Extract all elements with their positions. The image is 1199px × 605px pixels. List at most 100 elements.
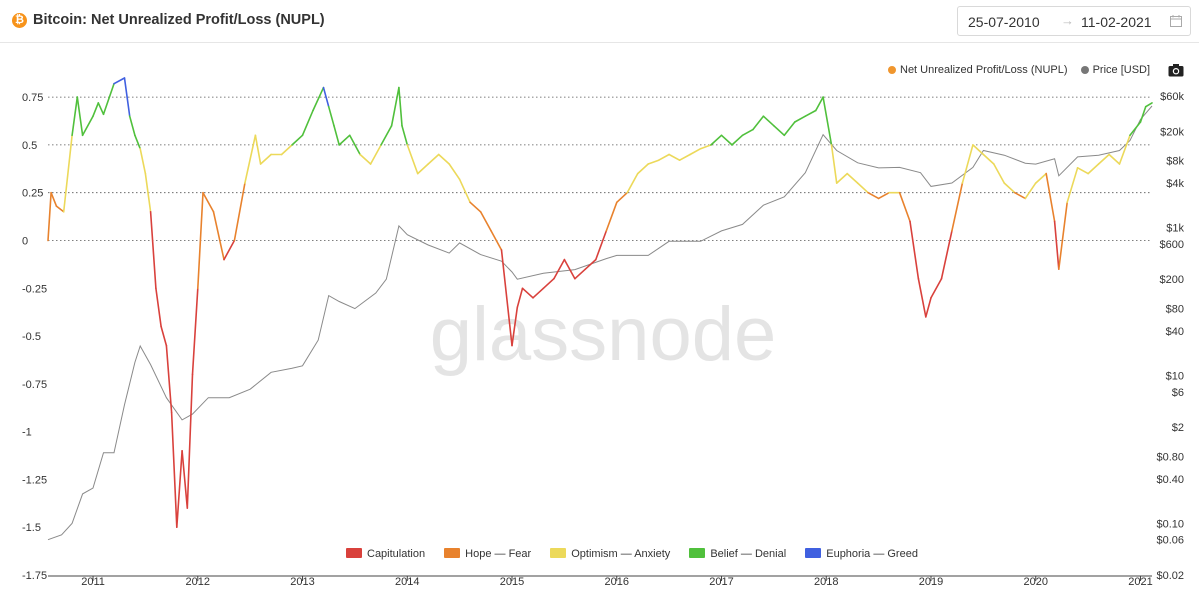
date-range-picker[interactable]: 25-07-2010 → 11-02-2021	[957, 6, 1191, 36]
nupl-segment	[259, 153, 272, 165]
nupl-segment	[1129, 121, 1142, 137]
nupl-segment	[448, 163, 461, 181]
nupl-segment	[605, 201, 618, 232]
right-tick-label: $1k	[1166, 222, 1184, 234]
nupl-segment	[594, 230, 608, 261]
left-y-axis: 0.75 0.5 0.25 0 -0.25 -0.5 -0.75 -1 -1.25 -1.5 -1.…	[22, 92, 47, 582]
nupl-segment	[128, 115, 136, 137]
legend-optimism-anxiety: Optimism — Anxiety	[550, 548, 670, 560]
legend-label-hope-fear: Hope — Fear	[465, 548, 532, 560]
x-axis: 2011 2012 2013 2014 2015 2016 2017 2018 2019 2020…	[48, 575, 1153, 588]
nupl-segment	[636, 163, 650, 175]
calendar-icon[interactable]	[1170, 15, 1182, 27]
end-date-input[interactable]: 11-02-2021	[1081, 14, 1152, 30]
nupl-segment	[490, 230, 503, 251]
nupl-segment	[1053, 220, 1060, 271]
nupl-segment	[1087, 163, 1100, 175]
nupl-segment	[511, 306, 519, 347]
nupl-segment	[678, 153, 691, 161]
nupl-segment	[406, 144, 419, 175]
nupl-segment	[92, 102, 100, 117]
legend-hope-fear: Hope — Fear	[444, 548, 531, 560]
nupl-segment	[992, 163, 1006, 184]
x-tick-label: 2018	[814, 576, 838, 588]
legend-item-nupl[interactable]: Net Unrealized Profit/Loss (NUPL)	[888, 64, 1068, 76]
nupl-segment	[113, 77, 126, 85]
right-tick-label: $0.40	[1156, 474, 1184, 486]
right-tick-label: $4k	[1166, 178, 1184, 190]
legend-item-price[interactable]: Price [USD]	[1080, 64, 1151, 76]
nupl-segment	[469, 201, 482, 213]
nupl-segment	[762, 115, 775, 127]
x-tick-label: 2019	[919, 576, 943, 588]
nupl-segment	[327, 105, 335, 127]
nupl-segment	[76, 96, 84, 137]
camera-icon[interactable]	[1168, 63, 1184, 77]
nupl-segment	[689, 147, 702, 156]
nupl-segment	[553, 258, 566, 280]
left-tick-label: 0	[22, 235, 28, 247]
nupl-segment	[930, 277, 943, 299]
x-tick-label: 2011	[81, 576, 105, 588]
left-tick-label: -1.25	[22, 474, 47, 486]
start-date-input[interactable]: 25-07-2010	[968, 14, 1040, 30]
nupl-segment	[191, 287, 199, 376]
nupl-segment	[822, 96, 833, 146]
nupl-segment	[924, 296, 932, 318]
arrow-right-icon: →	[1061, 13, 1074, 28]
nupl-segment	[793, 115, 807, 123]
nupl-segment	[291, 134, 304, 146]
nupl-segment	[50, 191, 58, 207]
nupl-segment	[951, 182, 964, 232]
legend-label-optimism-anxiety: Optimism — Anxiety	[571, 548, 671, 560]
x-tick-label: 2016	[605, 576, 629, 588]
nupl-segment	[1058, 201, 1068, 271]
nupl-segment	[626, 172, 639, 194]
nupl-segment	[563, 258, 576, 280]
left-tick-label: 0.25	[22, 188, 43, 200]
right-tick-label: $80	[1166, 304, 1184, 316]
chart-header: ₿ Bitcoin: Net Unrealized Profit/Loss (N…	[0, 0, 1199, 43]
nupl-segment	[500, 249, 513, 347]
nupl-segment	[398, 86, 403, 127]
nupl-segment	[982, 153, 995, 165]
nupl-segment	[752, 115, 765, 131]
nupl-segment	[401, 125, 409, 146]
nupl-segment	[773, 125, 786, 137]
nupl-segment	[867, 191, 880, 200]
top-legend: Net Unrealized Profit/Loss (NUPL) Price …	[888, 64, 1160, 76]
nupl-segment	[170, 411, 178, 529]
belief-denial-swatch	[689, 548, 706, 558]
right-tick-label: $200	[1160, 274, 1184, 286]
nupl-series	[47, 77, 1153, 529]
nupl-segment	[427, 153, 440, 165]
nupl-segment	[458, 178, 471, 204]
right-tick-label: $6	[1172, 387, 1184, 399]
nupl-chart[interactable]: glassnode 0.75 0.5 0.25 0 -0.25 -0.5 -0.75 -1 -1…	[0, 43, 1199, 605]
nupl-segment	[176, 449, 183, 529]
nupl-segment	[1139, 105, 1147, 123]
nupl-segment	[244, 134, 257, 184]
x-tick-label: 2017	[709, 576, 733, 588]
nupl-segment	[731, 134, 744, 146]
nupl-segment	[416, 163, 430, 175]
right-tick-label: $0.02	[1156, 570, 1184, 582]
legend-label-price: Price [USD]	[1092, 64, 1151, 76]
nupl-segment	[898, 191, 911, 223]
nupl-segment	[830, 144, 838, 184]
nupl-segment	[233, 182, 246, 242]
nupl-segment	[139, 147, 147, 175]
legend-label-nupl: Net Unrealized Profit/Loss (NUPL)	[900, 64, 1068, 76]
nupl-segment	[542, 277, 555, 290]
bitcoin-icon: ₿	[12, 13, 27, 28]
nupl-segment	[280, 144, 293, 156]
right-tick-label: $10	[1166, 370, 1184, 382]
nupl-segment	[584, 258, 597, 271]
nupl-segment	[165, 344, 173, 414]
x-tick-label: 2013	[290, 576, 314, 588]
watermark: glassnode	[430, 292, 777, 377]
nupl-segment	[380, 125, 393, 146]
nupl-segment	[814, 96, 824, 112]
left-tick-label: -1	[22, 427, 32, 439]
nupl-segment	[1108, 153, 1121, 165]
